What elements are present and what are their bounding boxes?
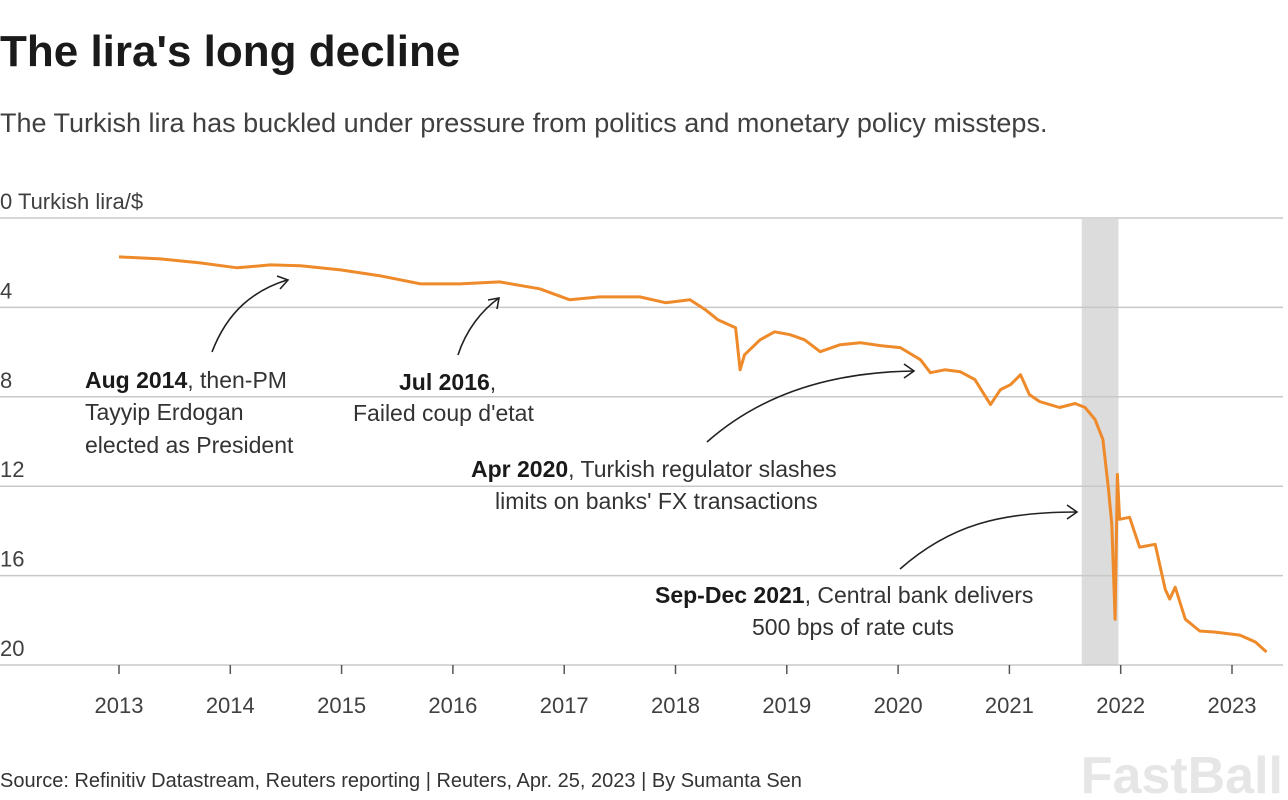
x-tick-label: 2022 (1096, 693, 1145, 718)
annotation-text: , then-PM (187, 367, 287, 393)
arrowhead-icon (487, 297, 500, 310)
x-tick-label: 2015 (317, 693, 366, 718)
annotation-headline: Sep-Dec 2021, Central bank delivers (655, 582, 1033, 608)
y-tick-label: 4 (0, 278, 12, 303)
arrowhead-icon (903, 363, 916, 379)
y-tick-labels: 0 Turkish lira/$ 4 8 12 16 20 (0, 189, 143, 661)
annotation-date: Aug 2014 (85, 367, 187, 393)
arrowhead-icon (276, 275, 290, 290)
annotation-date: Apr 2020 (471, 456, 568, 482)
annotation-text: limits on banks' FX transactions (495, 488, 818, 514)
annotation-text: 500 bps of rate cuts (752, 614, 954, 640)
x-tick-label: 2023 (1208, 693, 1257, 718)
annotation-text: , Central bank delivers (805, 582, 1034, 608)
x-ticks: 2013 2014 2015 2016 2017 2018 2019 2020 2021 2022… (95, 665, 1257, 718)
y-tick-label: 8 (0, 368, 12, 393)
y-tick-label: 16 (0, 547, 24, 572)
annotation-apr-2020: Apr 2020, Turkish regulator slashes limi… (471, 363, 916, 514)
x-tick-label: 2021 (985, 693, 1034, 718)
x-tick-label: 2018 (651, 693, 700, 718)
rate-cut-band (1081, 219, 1119, 665)
lira-series-line (118, 255, 1268, 654)
x-tick-label: 2017 (540, 693, 589, 718)
annotation-arrow (457, 297, 500, 356)
annotation-arrow (899, 511, 1078, 570)
y-tick-label: 0 Turkish lira/$ (0, 189, 143, 214)
annotation-sep-dec-2021: Sep-Dec 2021, Central bank delivers 500 … (655, 504, 1079, 640)
y-tick-label: 20 (0, 636, 24, 661)
x-tick-label: 2014 (206, 693, 255, 718)
x-tick-label: 2019 (762, 693, 811, 718)
annotation-text: Failed coup d'etat (353, 400, 534, 426)
arrowhead-icon (1066, 504, 1079, 520)
gridlines (0, 217, 1283, 666)
annotation-text: , Turkish regulator slashes (568, 456, 836, 482)
annotation-text: , (490, 369, 496, 395)
source-note: Source: Refinitiv Datastream, Reuters re… (0, 770, 802, 792)
annotation-date: Sep-Dec 2021 (655, 582, 805, 608)
annotation-arrow (706, 370, 915, 443)
annotation-headline: Aug 2014, then-PM (85, 367, 287, 393)
annotation-text: elected as President (85, 432, 294, 458)
chart-title: The lira's long decline (0, 27, 460, 76)
y-tick-label: 12 (0, 457, 24, 482)
annotation-jul-2016: Jul 2016, Failed coup d'etat (353, 297, 534, 426)
x-tick-label: 2016 (428, 693, 477, 718)
annotation-aug-2014: Aug 2014, then-PM Tayyip Erdogan elected… (85, 275, 294, 458)
chart-subtitle: The Turkish lira has buckled under press… (0, 108, 1047, 138)
annotation-headline: Jul 2016, (399, 369, 496, 395)
x-tick-label: 2020 (874, 693, 923, 718)
annotation-date: Jul 2016 (399, 369, 490, 395)
x-tick-label: 2013 (95, 693, 144, 718)
annotation-text: Tayyip Erdogan (85, 399, 244, 425)
watermark: FastBall (1081, 747, 1283, 800)
annotation-arrow (211, 279, 288, 353)
annotation-headline: Apr 2020, Turkish regulator slashes (471, 456, 837, 482)
